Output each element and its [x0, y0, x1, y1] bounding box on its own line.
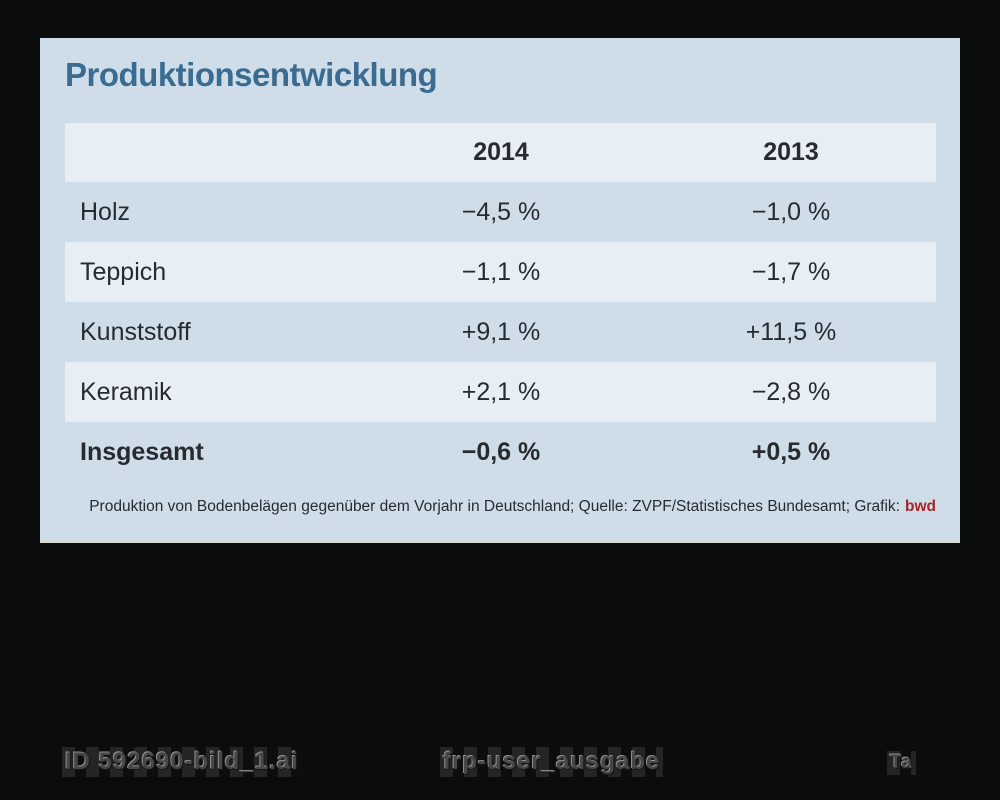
value-2014: −4,5 %: [461, 197, 541, 226]
table-row-insgesamt: Insgesamt −0,6 % +0,5 %: [65, 422, 936, 482]
user-tag-watermark: frp-user_ausgabe: [440, 747, 664, 777]
value-2013: +0,5 %: [751, 437, 831, 466]
header-year-2013: 2013: [763, 138, 819, 166]
row-label: Holz: [80, 197, 131, 226]
table-row-holz: Holz −4,5 % −1,0 %: [65, 182, 936, 242]
row-label: Insgesamt: [80, 437, 204, 466]
table-row-keramik: Keramik +2,1 % −2,8 %: [65, 362, 936, 422]
value-2014: −0,6 %: [461, 437, 541, 466]
table-header-row: 2014 2013: [65, 123, 936, 182]
caption-text: Produktion von Bodenbelägen gegenüber de…: [89, 498, 900, 515]
header-year-2014: 2014: [473, 138, 529, 166]
page-mark-watermark: Ta: [887, 751, 916, 775]
production-chart-card: Produktionsentwicklung 2014 2013 Holz −4…: [40, 38, 960, 543]
table-row-teppich: Teppich −1,1 % −1,7 %: [65, 242, 936, 302]
row-label: Keramik: [80, 377, 172, 406]
value-2013: +11,5 %: [745, 317, 837, 346]
value-2014: +2,1 %: [461, 377, 541, 406]
row-label: Kunststoff: [80, 317, 191, 346]
source-caption: Produktion von Bodenbelägen gegenüber de…: [76, 498, 936, 516]
value-2014: −1,1 %: [461, 257, 541, 286]
value-2013: −1,7 %: [751, 257, 831, 286]
value-2013: −2,8 %: [751, 377, 831, 406]
file-id-watermark: ID 592690-bild_1.ai: [62, 747, 302, 777]
credit-bwd: bwd: [905, 498, 936, 515]
row-label: Teppich: [80, 257, 167, 286]
table-row-kunststoff: Kunststoff +9,1 % +11,5 %: [65, 302, 936, 362]
value-2013: −1,0 %: [751, 197, 831, 226]
production-table: 2014 2013 Holz −4,5 % −1,0 % Teppich −1,…: [65, 123, 936, 482]
page-title: Produktionsentwicklung: [65, 56, 438, 93]
value-2014: +9,1 %: [461, 317, 541, 346]
